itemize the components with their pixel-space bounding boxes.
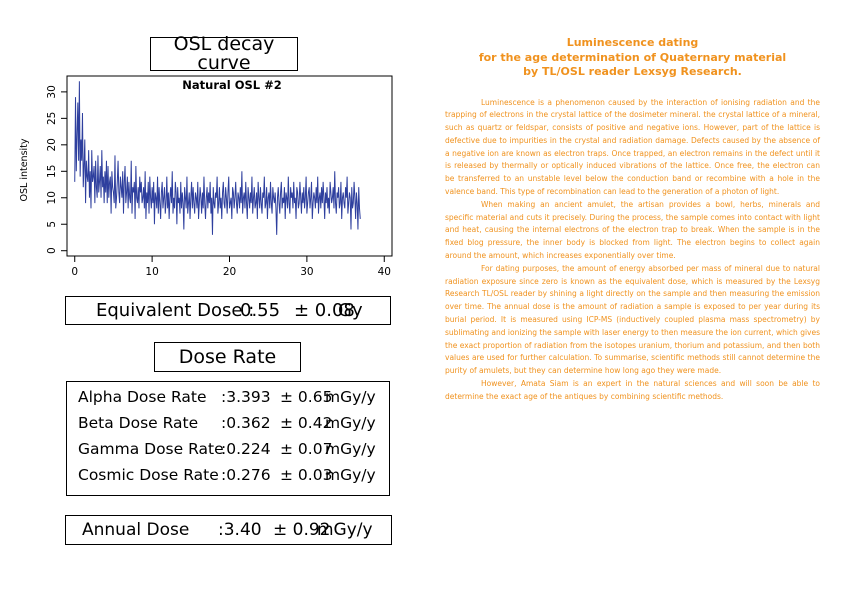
dose-rate-title-box: Dose Rate — [154, 342, 301, 372]
x-tick-label: 10 — [145, 266, 158, 278]
rate-error: ± 0.65 — [280, 388, 333, 406]
y-tick-label: 20 — [46, 138, 58, 151]
article-paragraph: For dating purposes, the amount of energ… — [445, 263, 820, 376]
article-paragraph: When making an ancient amulet, the artis… — [445, 199, 820, 261]
article-heading: Luminescence dating for the age determin… — [445, 36, 820, 80]
y-axis-label: OSL intensity — [19, 138, 30, 201]
equivalent-dose-box: Equivalent Dose : 0.55 ± 0.08 Gy — [65, 296, 391, 325]
osl-series-line — [74, 81, 361, 235]
heading-line: for the age determination of Quaternary … — [478, 50, 787, 64]
dose-rates-box: Alpha Dose Rate :3.393 ± 0.65 mGy/y Beta… — [66, 381, 390, 496]
rate-unit: mGy/y — [325, 388, 376, 406]
chart-title-box: OSL decay curve — [150, 35, 298, 73]
heading-line: by TL/OSL reader Lexsyg Research. — [523, 65, 742, 78]
annual-dose-error: ± 0.92 — [273, 520, 331, 540]
annual-dose-box: Annual Dose :3.40 ± 0.92 mGy/y — [65, 515, 392, 545]
rate-label: Gamma Dose Rate — [78, 440, 224, 458]
rate-value: :0.362 — [221, 414, 271, 432]
y-tick-label: 0 — [46, 247, 58, 254]
rate-error: ± 0.03 — [280, 466, 333, 484]
rate-error: ± 0.07 — [280, 440, 333, 458]
rate-label: Alpha Dose Rate — [78, 388, 207, 406]
rate-unit: mGy/y — [325, 466, 376, 484]
rate-unit: mGy/y — [325, 414, 376, 432]
y-tick-label: 30 — [46, 85, 58, 98]
y-tick-label: 25 — [46, 112, 58, 125]
equivalent-dose-unit: Gy — [338, 300, 363, 321]
rate-value: :0.276 — [221, 466, 271, 484]
annual-dose-value: :3.40 — [218, 520, 262, 540]
equivalent-dose-value: 0.55 — [240, 300, 281, 321]
heading-line: Luminescence dating — [566, 36, 699, 49]
article-paragraph: However, Amata Siam is an expert in the … — [445, 379, 820, 401]
y-tick-label: 10 — [46, 191, 58, 204]
x-tick-label: 20 — [223, 266, 236, 278]
rate-value: :3.393 — [221, 388, 271, 406]
rate-value: :0.224 — [221, 440, 271, 458]
x-tick-label: 0 — [71, 266, 78, 278]
annual-dose-label: Annual Dose — [82, 520, 190, 540]
rate-label: Beta Dose Rate — [78, 414, 199, 432]
rate-unit: mGy/y — [325, 440, 376, 458]
article: Luminescence dating for the age determin… — [445, 36, 820, 404]
rate-error: ± 0.42 — [280, 414, 333, 432]
y-tick-label: 5 — [46, 221, 58, 228]
rate-label: Cosmic Dose Rate — [78, 466, 219, 484]
plot-frame — [66, 75, 393, 257]
article-paragraph: Luminescence is a phenomenon caused by t… — [445, 97, 820, 197]
y-tick-label: 15 — [46, 165, 58, 178]
chart-title: Natural OSL #2 — [182, 78, 281, 92]
x-tick-label: 40 — [378, 266, 391, 278]
x-tick-label: 30 — [300, 266, 313, 278]
equivalent-dose-error: ± 0.08 — [294, 300, 355, 321]
annual-dose-unit: mGy/y — [317, 520, 373, 540]
equivalent-dose-label: Equivalent Dose : — [96, 300, 255, 321]
article-body: Luminescence is a phenomenon caused by t… — [445, 97, 820, 404]
osl-decay-chart: 0 10 20 30 40 0 5 10 15 20 25 30 Natural OSL #2 OSL… — [19, 75, 393, 278]
